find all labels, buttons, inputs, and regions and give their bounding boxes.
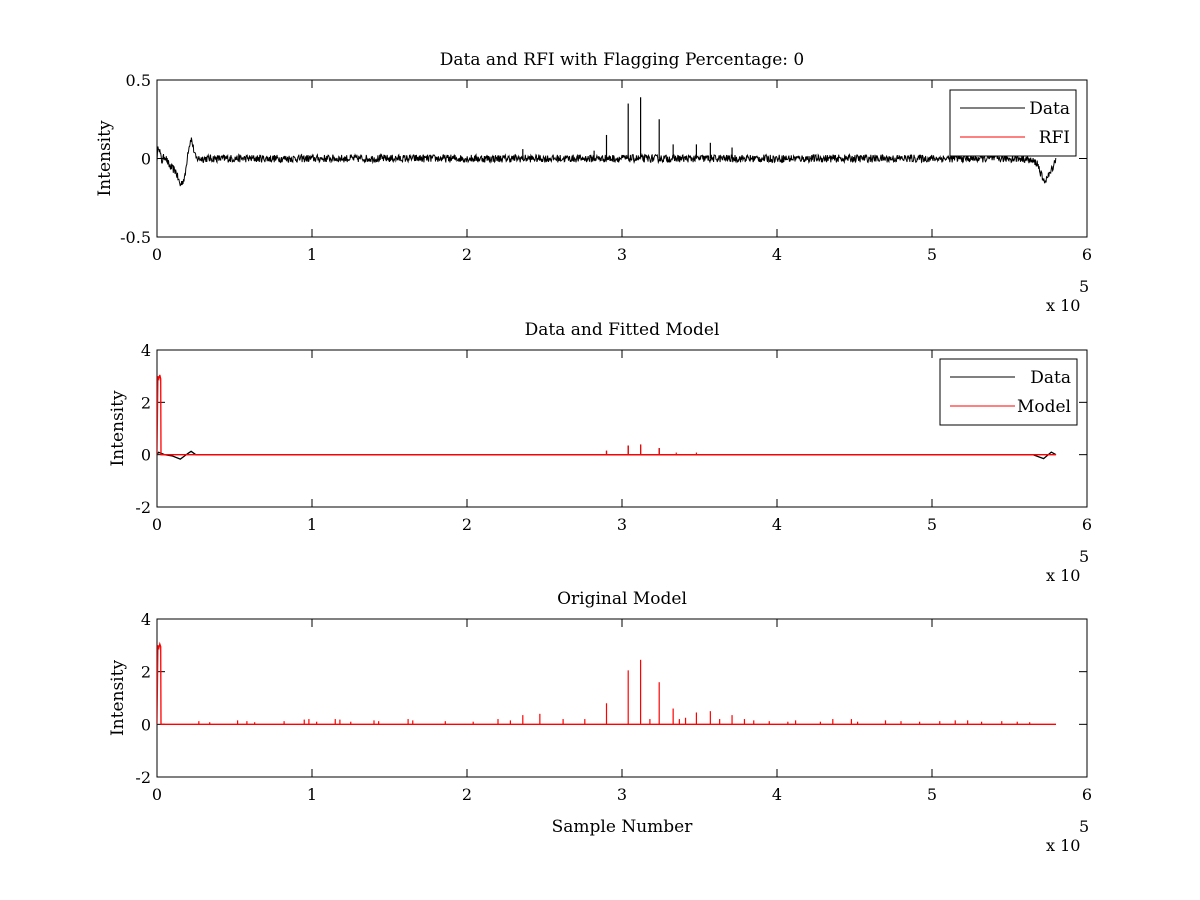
x-tick-label: 1	[307, 785, 317, 804]
series-line-model	[157, 374, 1056, 456]
legend-entry: Data	[1030, 368, 1071, 388]
x-exponent: 5	[1079, 817, 1089, 836]
x-tick-label: 1	[307, 515, 317, 534]
x-tick-label: 6	[1082, 245, 1092, 264]
x-tick-label: 0	[152, 245, 162, 264]
x-tick-label: 4	[772, 785, 782, 804]
y-axis-label: Intensity	[108, 660, 128, 736]
y-tick-label: 4	[141, 610, 151, 629]
legend-entry: Data	[1029, 99, 1070, 119]
legend-box	[949, 89, 1077, 157]
x-tick-label: 1	[307, 245, 317, 264]
y-tick-label: 2	[141, 663, 151, 682]
y-tick-label: 0	[141, 150, 151, 169]
x-tick-label: 0	[152, 785, 162, 804]
series-line-original	[157, 641, 1056, 725]
y-axis-label: Intensity	[95, 120, 115, 196]
x-tick-label: 2	[462, 785, 472, 804]
x-exponent-label: x 10	[1046, 296, 1080, 315]
y-axis-label: Intensity	[108, 390, 128, 466]
x-tick-label: 5	[927, 785, 937, 804]
x-tick-label: 6	[1082, 785, 1092, 804]
x-tick-label: 0	[152, 515, 162, 534]
x-exponent: 5	[1079, 547, 1089, 566]
y-tick-label: -2	[135, 498, 151, 517]
x-exponent: 5	[1079, 277, 1089, 296]
x-exponent-label: x 10	[1046, 566, 1080, 585]
y-tick-label: -2	[135, 768, 151, 787]
y-tick-label: 0	[141, 446, 151, 465]
x-tick-label: 3	[617, 245, 627, 264]
chart-title: Data and Fitted Model	[525, 320, 720, 340]
y-tick-label: 2	[141, 393, 151, 412]
legend-entry: Model	[1017, 397, 1071, 417]
x-exponent-label: x 10	[1046, 836, 1080, 855]
x-axis-label: Sample Number	[552, 817, 694, 837]
x-tick-label: 5	[927, 515, 937, 534]
series-line-data	[157, 137, 1057, 187]
y-tick-label: 4	[141, 341, 151, 360]
legend: Data Model	[939, 358, 1078, 426]
y-tick-label: 0.5	[126, 71, 151, 90]
subplot-1: Data and RFI with Flagging Percentage: 0…	[95, 50, 1092, 315]
axes-box	[156, 79, 1088, 238]
chart-title: Original Model	[557, 589, 687, 609]
plot-area	[157, 641, 1056, 725]
x-tick-label: 4	[772, 245, 782, 264]
x-tick-label: 2	[462, 515, 472, 534]
plot-area	[157, 374, 1057, 460]
axes-box	[156, 349, 1088, 508]
y-tick-label: -0.5	[120, 228, 151, 247]
y-tick-label: 0	[141, 715, 151, 734]
x-tick-label: 3	[617, 515, 627, 534]
legend-entry: RFI	[1039, 128, 1070, 148]
x-tick-label: 4	[772, 515, 782, 534]
legend: Data RFI	[949, 89, 1077, 157]
x-tick-label: 6	[1082, 515, 1092, 534]
x-tick-label: 2	[462, 245, 472, 264]
x-tick-label: 5	[927, 245, 937, 264]
plot-area	[157, 97, 1057, 187]
legend-box	[939, 358, 1078, 426]
chart-title: Data and RFI with Flagging Percentage: 0	[440, 50, 804, 70]
x-tick-label: 3	[617, 785, 627, 804]
axes-box	[156, 618, 1088, 778]
